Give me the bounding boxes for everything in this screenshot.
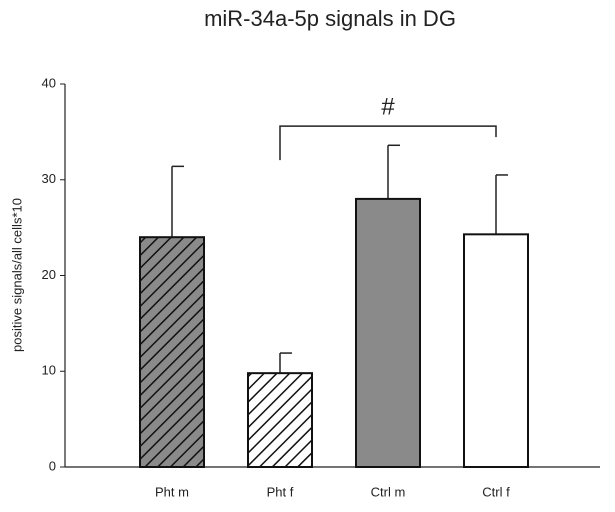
y-tick-label: 40 bbox=[42, 75, 56, 90]
x-tick-label: Ctrl f bbox=[482, 484, 510, 499]
annotation: # bbox=[381, 93, 395, 120]
bar bbox=[463, 233, 529, 468]
chart-title: miR-34a-5p signals in DG bbox=[204, 6, 456, 31]
bar bbox=[139, 236, 205, 468]
y-tick-label: 30 bbox=[42, 171, 56, 186]
significance-bracket bbox=[279, 125, 497, 161]
y-tick-label: 20 bbox=[42, 267, 56, 282]
x-tick-label: Ctrl m bbox=[371, 484, 406, 499]
bar bbox=[355, 197, 421, 468]
y-tick-label: 10 bbox=[42, 363, 56, 378]
y-tick-label: 0 bbox=[49, 458, 56, 473]
x-tick-label: Pht f bbox=[267, 484, 294, 499]
x-tick-label: Pht m bbox=[155, 484, 189, 499]
y-axis-label: positive signals/all cells*10 bbox=[9, 198, 24, 352]
bar bbox=[247, 372, 313, 469]
